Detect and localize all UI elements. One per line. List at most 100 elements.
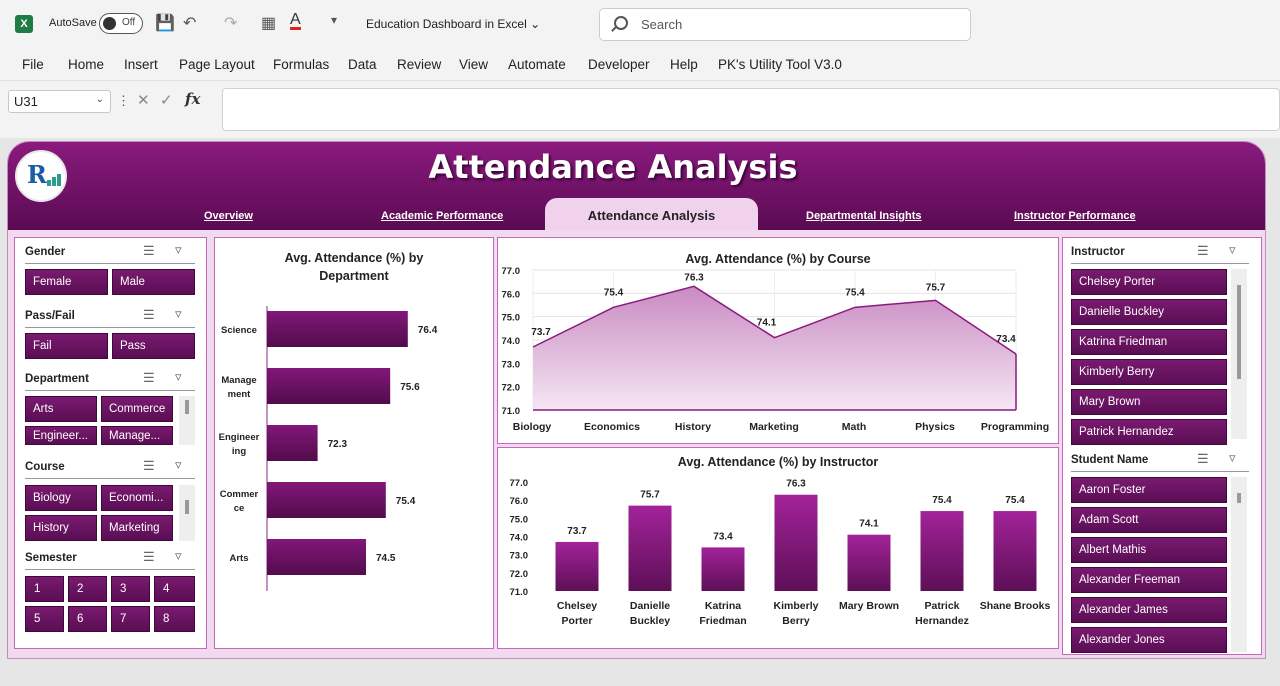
data-label: 75.4 — [845, 287, 865, 298]
slicer-item-student-aaron-foster[interactable]: Aaron Foster — [1071, 477, 1227, 503]
save-icon[interactable]: 💾 — [155, 15, 175, 32]
category-label: Science — [221, 325, 257, 336]
scrollbar[interactable] — [179, 485, 195, 541]
category-label: Shane Brooks — [980, 600, 1051, 612]
menu-page-layout[interactable]: Page Layout — [179, 57, 255, 72]
menu-insert[interactable]: Insert — [124, 57, 158, 72]
slicer-item-history[interactable]: History — [25, 515, 97, 541]
slicer-item-semester-1[interactable]: 1 — [25, 576, 64, 602]
tab-attendance-analysis[interactable]: Attendance Analysis — [545, 198, 758, 230]
clear-filter-icon[interactable]: ▿ — [175, 242, 182, 257]
scrollbar[interactable] — [1231, 269, 1247, 439]
slicer-item-management[interactable]: Manage... — [101, 426, 173, 445]
menu-view[interactable]: View — [459, 57, 489, 72]
clear-filter-icon[interactable]: ▿ — [1229, 242, 1236, 257]
multi-select-icon[interactable]: ☰ — [143, 370, 155, 385]
menu-formulas[interactable]: Formulas — [273, 57, 330, 72]
menu-utility-tool[interactable]: PK's Utility Tool V3.0 — [718, 57, 842, 72]
menu-help[interactable]: Help — [670, 57, 698, 72]
tab-overview[interactable]: Overview — [204, 210, 253, 222]
slicer-item-semester-2[interactable]: 2 — [68, 576, 107, 602]
name-box[interactable]: U31 ⌄ — [8, 90, 111, 113]
menu-data[interactable]: Data — [348, 57, 377, 72]
menu-file[interactable]: File — [22, 57, 44, 72]
slicer-item-arts[interactable]: Arts — [25, 396, 97, 422]
slicer-item-biology[interactable]: Biology — [25, 485, 97, 511]
y-tick-label: 73.0 — [510, 551, 529, 562]
multi-select-icon[interactable]: ☰ — [143, 549, 155, 564]
y-tick-label: 77.0 — [510, 478, 529, 489]
formula-input[interactable] — [222, 88, 1280, 131]
category-label: Katrina — [705, 600, 741, 612]
slicer-item-semester-5[interactable]: 5 — [25, 606, 64, 632]
search-box[interactable]: Search — [599, 8, 971, 41]
menu-home[interactable]: Home — [68, 57, 105, 72]
slicer-item-male[interactable]: Male — [112, 269, 195, 295]
slicer-item-semester-4[interactable]: 4 — [154, 576, 195, 602]
slicer-item-engineering[interactable]: Engineer... — [25, 426, 97, 445]
slicer-item-instructor-katrina-friedman[interactable]: Katrina Friedman — [1071, 329, 1227, 355]
confirm-icon[interactable]: ✓ — [160, 92, 173, 109]
category-label: Economics — [584, 421, 640, 433]
font-color-icon[interactable]: A — [290, 11, 301, 30]
slicer-item-female[interactable]: Female — [25, 269, 108, 295]
chart-title: Avg. Attendance (%) by Instructor — [678, 455, 879, 469]
undo-icon[interactable]: ↶ — [183, 15, 197, 32]
slicer-item-instructor-danielle-buckley[interactable]: Danielle Buckley — [1071, 299, 1227, 325]
scrollbar[interactable] — [1231, 477, 1247, 652]
slicer-item-semester-7[interactable]: 7 — [111, 606, 150, 632]
ribbon-menu: File Home Insert Page Layout Formulas Da… — [0, 48, 1280, 80]
data-label: 75.4 — [932, 495, 952, 506]
multi-select-icon[interactable]: ☰ — [143, 307, 155, 322]
more-options-icon[interactable]: ⋮ — [117, 93, 130, 108]
document-title[interactable]: Education Dashboard in Excel ⌄ — [366, 17, 541, 31]
tab-academic-performance[interactable]: Academic Performance — [381, 210, 504, 222]
clear-filter-icon[interactable]: ▿ — [175, 306, 182, 321]
multi-select-icon[interactable]: ☰ — [143, 458, 155, 473]
category-label: Math — [842, 421, 867, 433]
slicer-item-economics[interactable]: Economi... — [101, 485, 173, 511]
insert-function-icon[interactable]: fx — [185, 90, 201, 108]
multi-select-icon[interactable]: ☰ — [1197, 243, 1209, 258]
autosave-toggle[interactable]: Off — [99, 13, 143, 34]
menu-developer[interactable]: Developer — [588, 57, 650, 72]
cancel-icon[interactable]: ✕ — [137, 92, 150, 109]
slicer-item-student-albert-mathis[interactable]: Albert Mathis — [1071, 537, 1227, 563]
slicer-item-fail[interactable]: Fail — [25, 333, 108, 359]
clear-filter-icon[interactable]: ▿ — [175, 548, 182, 563]
search-icon — [614, 16, 628, 30]
borders-icon[interactable]: ▦ — [261, 15, 277, 32]
scrollbar[interactable] — [179, 396, 195, 445]
slicer-item-instructor-mary-brown[interactable]: Mary Brown — [1071, 389, 1227, 415]
redo-icon[interactable]: ↷ — [224, 15, 238, 32]
menu-automate[interactable]: Automate — [508, 57, 566, 72]
clear-filter-icon[interactable]: ▿ — [1229, 450, 1236, 465]
category-label: History — [675, 421, 711, 433]
multi-select-icon[interactable]: ☰ — [143, 243, 155, 258]
excel-app-icon: X — [15, 15, 33, 33]
slicer-item-semester-8[interactable]: 8 — [154, 606, 195, 632]
slicer-item-semester-6[interactable]: 6 — [68, 606, 107, 632]
slicer-item-semester-3[interactable]: 3 — [111, 576, 150, 602]
category-label: Arts — [229, 553, 248, 564]
slicer-item-marketing[interactable]: Marketing — [101, 515, 173, 541]
tab-instructor-performance[interactable]: Instructor Performance — [1014, 210, 1136, 222]
slicer-item-instructor-chelsey-porter[interactable]: Chelsey Porter — [1071, 269, 1227, 295]
right-slicer-panel: Instructor ☰ ▿ Chelsey Porter Danielle Bu… — [1062, 237, 1262, 655]
clear-filter-icon[interactable]: ▿ — [175, 457, 182, 472]
slicer-item-student-alexander-james[interactable]: Alexander James — [1071, 597, 1227, 623]
tab-departmental-insights[interactable]: Departmental Insights — [806, 210, 922, 222]
slicer-item-student-alexander-jones[interactable]: Alexander Jones — [1071, 627, 1227, 653]
customize-toolbar-icon[interactable]: ▾ — [331, 13, 338, 27]
menu-review[interactable]: Review — [397, 57, 442, 72]
slicer-item-pass[interactable]: Pass — [112, 333, 195, 359]
clear-filter-icon[interactable]: ▿ — [175, 369, 182, 384]
category-label: Mary Brown — [839, 600, 899, 612]
category-label: ing — [232, 446, 246, 457]
multi-select-icon[interactable]: ☰ — [1197, 451, 1209, 466]
slicer-item-commerce[interactable]: Commerce — [101, 396, 173, 422]
slicer-item-student-adam-scott[interactable]: Adam Scott — [1071, 507, 1227, 533]
slicer-item-instructor-kimberly-berry[interactable]: Kimberly Berry — [1071, 359, 1227, 385]
slicer-item-student-alexander-freeman[interactable]: Alexander Freeman — [1071, 567, 1227, 593]
slicer-item-instructor-patrick-hernandez[interactable]: Patrick Hernandez — [1071, 419, 1227, 445]
